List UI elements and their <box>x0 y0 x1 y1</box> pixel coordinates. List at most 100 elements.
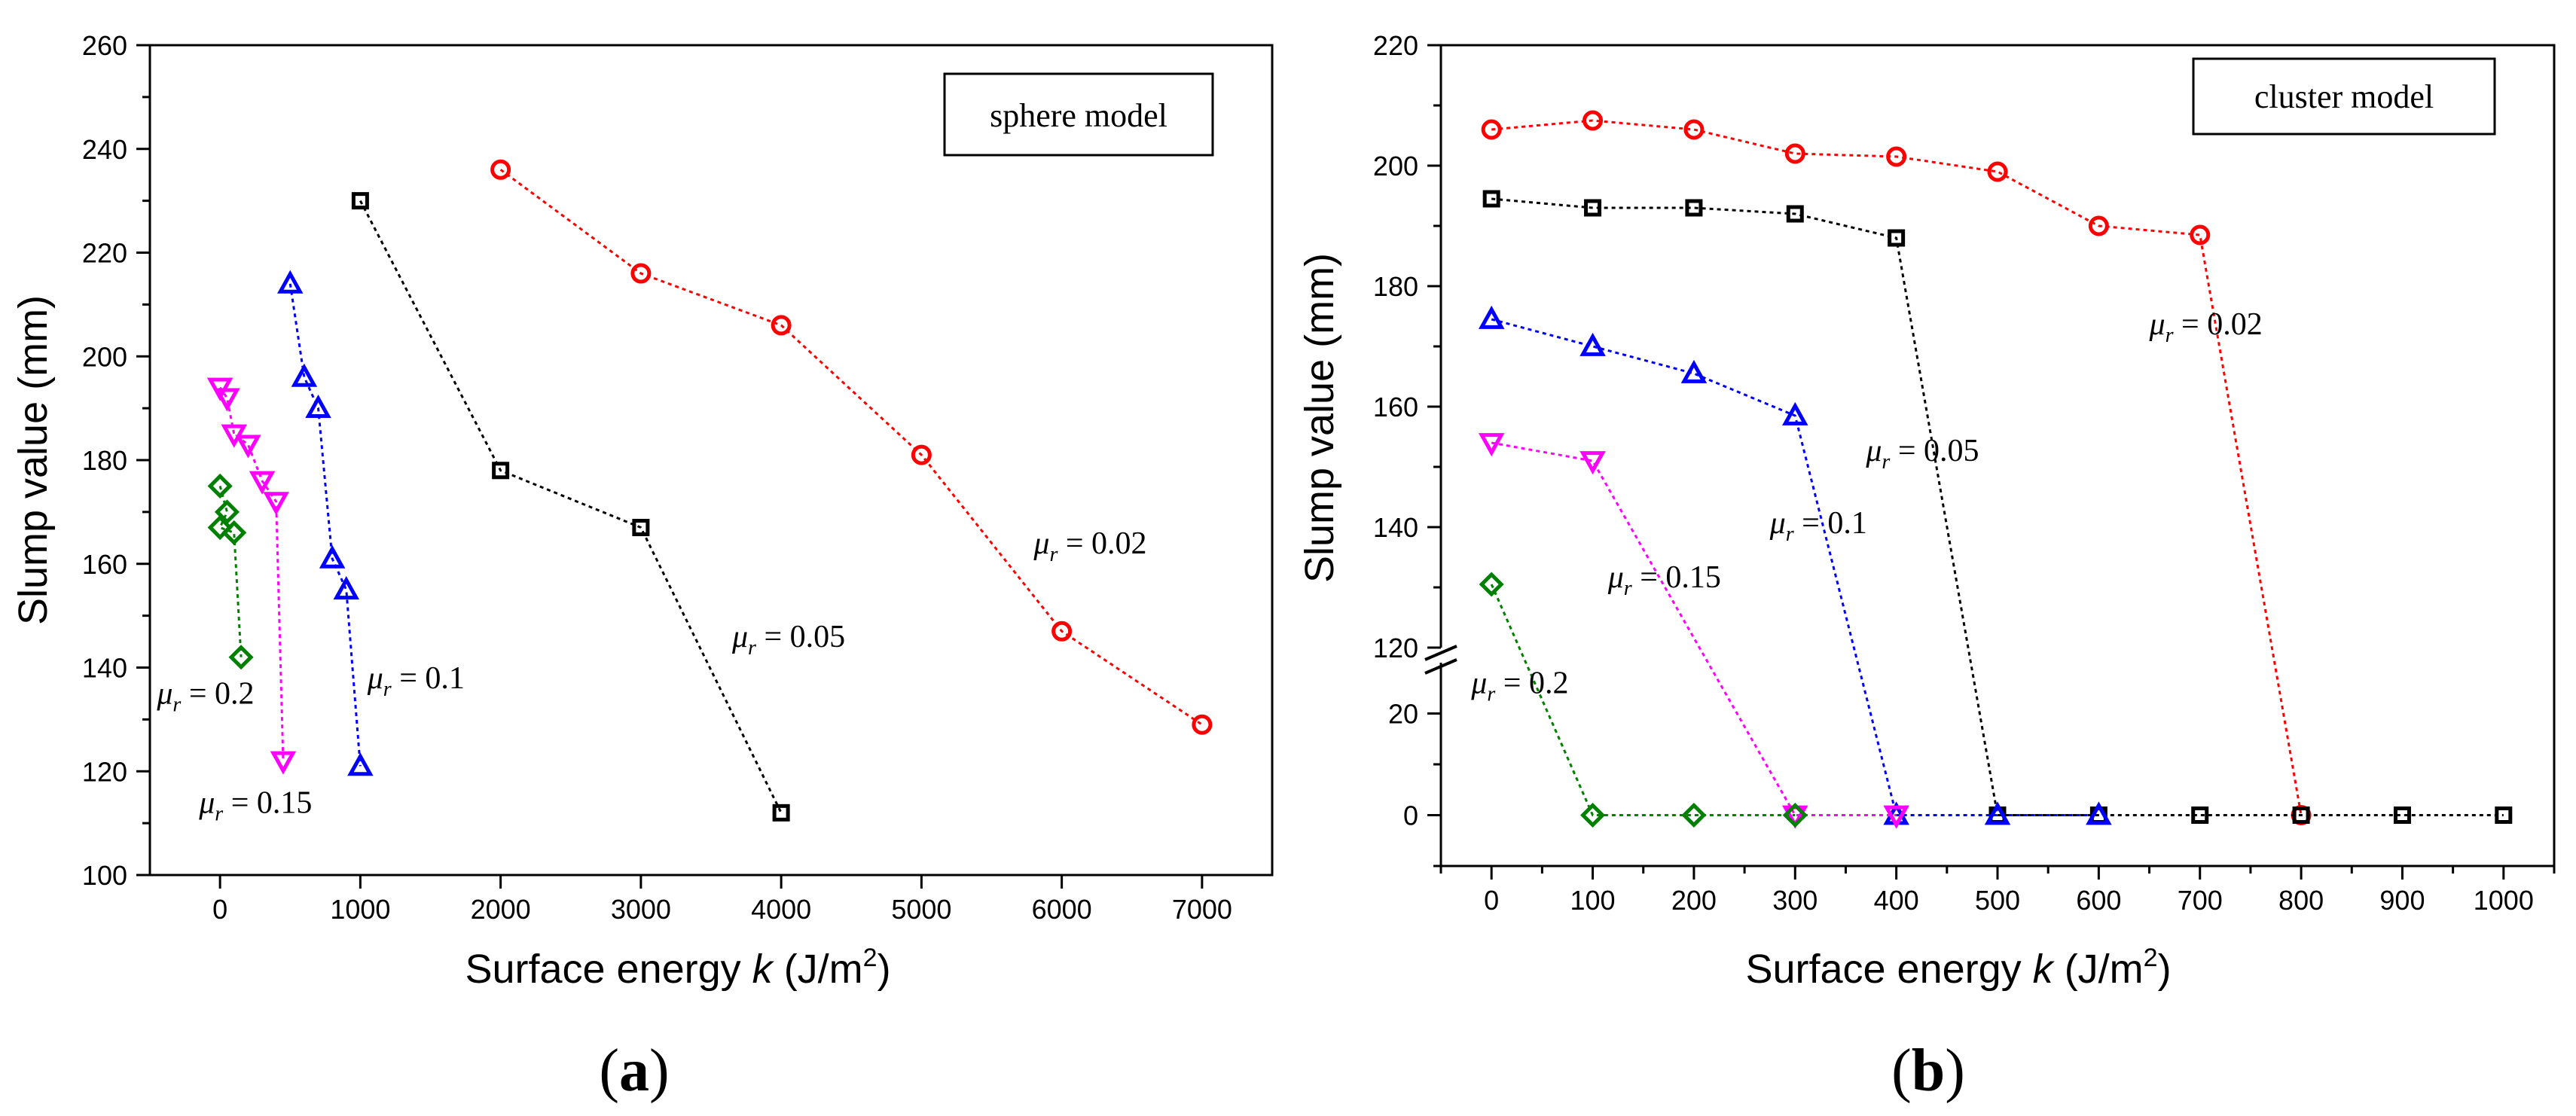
annotation-mu-0.05-value: = 0.05 <box>756 620 845 654</box>
data-point-0.1 <box>277 270 304 294</box>
y-tick-label: 120 <box>1373 633 1418 663</box>
data-point-0.02 <box>1683 119 1705 140</box>
annotation-mu-0.2-value: = 0.2 <box>181 677 254 712</box>
annotation-mu-0.15-subscript: r <box>1624 577 1632 600</box>
data-point-0.1 <box>1984 801 2011 825</box>
x-tick-label: 0 <box>1484 885 1499 916</box>
annotation-mu-0.05-subscript: r <box>748 636 756 660</box>
annotation-mu-0.2-symbol: μ <box>1470 666 1487 701</box>
panel-b-label: (b) <box>1891 1038 1965 1104</box>
data-point-0.1 <box>347 752 374 776</box>
x-tick-label: 1000 <box>2474 885 2534 916</box>
x-tick-label: 0 <box>212 894 227 925</box>
x-tick-label: 500 <box>1975 885 2020 916</box>
y-tick-label: 100 <box>82 860 127 891</box>
series-line-0.2 <box>1490 584 1796 816</box>
annotation-mu-0.05-symbol: μ <box>1865 434 1882 468</box>
x-tick-label: 100 <box>1570 885 1616 916</box>
annotation-mu-0.1-symbol: μ <box>367 661 383 696</box>
annotation-mu-0.1-symbol: μ <box>1769 506 1786 541</box>
y-tick-label: 20 <box>1388 699 1418 730</box>
annotation-mu-0.1-subscript: r <box>383 678 392 701</box>
x-tick-label: 900 <box>2379 885 2425 916</box>
panel-b-axis-break <box>1424 645 1457 675</box>
annotation-mu-0.1-value: = 0.1 <box>392 661 465 696</box>
panel-b-x-axis-title: Surface energy k (J/m2) <box>1745 944 2171 992</box>
data-point-0.02 <box>1051 621 1073 642</box>
y-tick-label: 160 <box>82 549 127 580</box>
panel-a-plot-frame <box>148 44 1274 877</box>
axis-break-mark-upper <box>1424 645 1457 661</box>
panel-b-series <box>1478 110 2513 829</box>
data-point-0.02 <box>1192 714 1213 735</box>
y-tick-label: 160 <box>1373 392 1418 422</box>
annotation-mu-0.05: μr = 0.05 <box>1865 434 1979 474</box>
annotation-mu-0.02-value: = 0.02 <box>1058 526 1146 561</box>
annotation-mu-0.02-subscript: r <box>2165 324 2174 347</box>
panel-b-model-label: cluster model <box>2254 78 2434 115</box>
data-point-0.02 <box>1886 146 1907 167</box>
annotation-mu-0.02-subscript: r <box>1049 543 1058 566</box>
data-point-0.1 <box>1782 401 1808 425</box>
data-point-0.2 <box>1580 802 1606 828</box>
data-point-0.02 <box>1784 143 1805 164</box>
series-line-0.1 <box>1491 318 2099 816</box>
series-line-0.1 <box>288 283 362 767</box>
annotation-mu-0.15-value: = 0.15 <box>1632 560 1721 595</box>
panel-a-ticks: 0 1000 2000 3000 4000 5000 6000 7000 100 120 140 16… <box>82 30 1232 925</box>
annotation-mu-0.1: μr = 0.1 <box>1769 506 1867 546</box>
data-point-0.02 <box>630 263 652 284</box>
data-point-0.05 <box>1482 190 1500 208</box>
data-point-0.05 <box>492 462 510 480</box>
annotation-mu-0.2-subscript: r <box>172 694 181 717</box>
data-point-0.15 <box>1579 451 1606 475</box>
annotation-mu-0.1: μr = 0.1 <box>367 661 465 701</box>
series-line-0.02 <box>1491 119 2303 816</box>
data-point-0.2 <box>1479 572 1504 597</box>
data-point-0.05 <box>1888 229 1906 247</box>
x-tick-label: 7000 <box>1172 894 1232 925</box>
y-tick-label: 0 <box>1403 800 1418 831</box>
y-tick-label: 200 <box>1373 151 1418 181</box>
panel-b-x-axis-title-sup: 2 <box>2144 944 2158 972</box>
x-tick-label: 200 <box>1671 885 1717 916</box>
x-tick-label: 600 <box>2076 885 2121 916</box>
data-point-0.05 <box>772 803 790 822</box>
data-point-0.02 <box>911 444 932 465</box>
y-tick-label: 220 <box>82 238 127 269</box>
x-tick-label: 1000 <box>330 894 390 925</box>
annotation-mu-0.05-subscript: r <box>1882 450 1890 474</box>
annotation-mu-0.15-symbol: μ <box>198 785 215 820</box>
y-tick-label: 260 <box>82 30 127 61</box>
panel-a-x-axis-title: Surface energy k (J/m2) <box>465 944 890 992</box>
x-tick-label: 5000 <box>891 894 951 925</box>
data-point-0.15 <box>1478 433 1505 457</box>
data-point-0.15 <box>270 751 297 775</box>
data-point-0.2 <box>228 645 254 670</box>
annotation-mu-0.2-value: = 0.2 <box>1495 666 1568 701</box>
data-point-0.15 <box>1883 805 1909 829</box>
x-tick-label: 400 <box>1874 885 1919 916</box>
x-tick-label: 4000 <box>751 894 811 925</box>
annotation-mu-0.02: μr = 0.02 <box>1033 526 1146 566</box>
data-point-0.1 <box>291 363 318 387</box>
y-tick-label: 200 <box>82 341 127 372</box>
data-point-0.1 <box>1478 305 1505 329</box>
data-point-0.05 <box>2292 807 2310 824</box>
panel-a-x-axis-title-sup: 2 <box>863 944 877 972</box>
data-point-0.05 <box>2393 807 2411 824</box>
x-tick-label: 800 <box>2278 885 2324 916</box>
data-point-0.02 <box>1583 110 1604 131</box>
data-point-0.2 <box>1782 802 1808 828</box>
panel-a-x-axis-title-close: ) <box>877 947 891 992</box>
y-tick-label: 240 <box>82 134 127 165</box>
annotation-mu-0.02: μr = 0.02 <box>2149 307 2263 347</box>
data-point-0.02 <box>490 159 511 180</box>
annotation-mu-0.2: μr = 0.2 <box>1470 666 1568 706</box>
data-point-0.05 <box>2495 807 2513 824</box>
data-point-0.02 <box>1481 119 1502 140</box>
panel-a-series <box>206 159 1213 822</box>
